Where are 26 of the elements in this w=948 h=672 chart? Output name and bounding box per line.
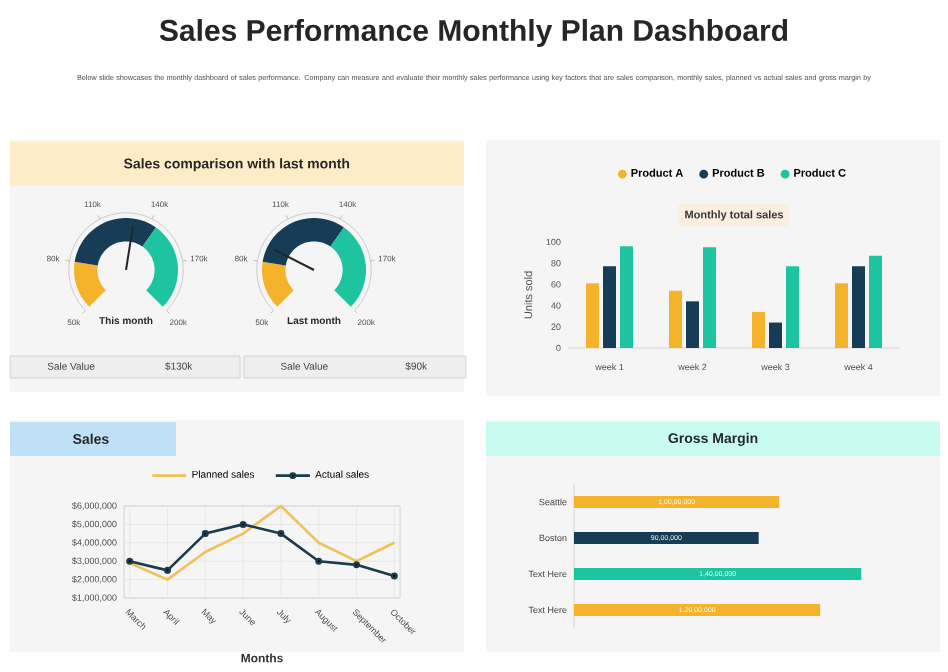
bar [851,266,865,348]
point [277,530,285,538]
line-series [128,504,396,581]
bar [586,283,600,348]
point [390,572,398,580]
bar [603,266,616,348]
bar [703,247,716,348]
bar [686,301,699,348]
bar [835,283,848,348]
bar [620,246,633,348]
bar [769,322,782,348]
point [163,566,171,574]
point [201,530,209,538]
bar [574,603,821,616]
bar [574,567,862,580]
point [353,561,361,569]
point [126,557,134,565]
point [239,520,247,528]
bar [751,311,765,348]
text: Sales Performance Monthly Plan Dashboard [159,19,788,47]
bar [669,290,682,348]
bar [574,531,759,544]
point [315,557,323,565]
bar [574,495,780,508]
bar [786,266,799,348]
bar [868,255,882,348]
